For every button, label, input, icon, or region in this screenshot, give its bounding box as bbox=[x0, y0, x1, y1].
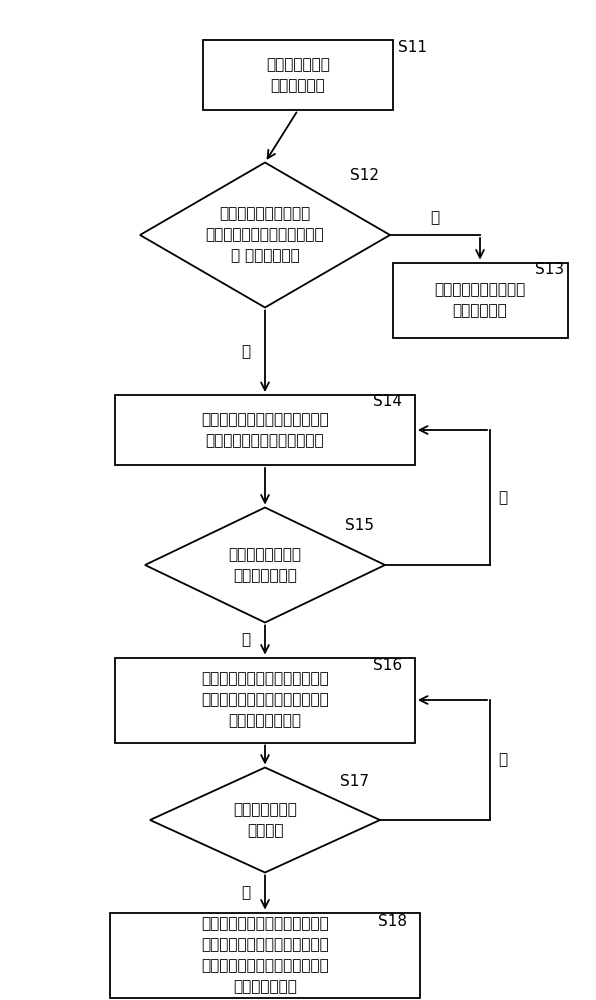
Text: S18: S18 bbox=[378, 914, 407, 930]
Text: 停止计时，从预支付的车位使用
费中扣除与停车时长对应的停车
费用，并将余款返还至用户用于
预支付的账户中: 停止计时，从预支付的车位使用 费中扣除与停车时长对应的停车 费用，并将余款返还至… bbox=[201, 916, 329, 994]
Text: S13: S13 bbox=[535, 262, 564, 277]
Text: 判断车位使用请求的时
间是否在车位主预先设定的车
位 可共享时段内: 判断车位使用请求的时 间是否在车位主预先设定的车 位 可共享时段内 bbox=[206, 207, 324, 263]
Text: S11: S11 bbox=[398, 39, 427, 54]
Text: 否: 否 bbox=[498, 752, 507, 768]
Polygon shape bbox=[145, 508, 385, 622]
Bar bbox=[393, 262, 567, 338]
Text: 向用户发送车位不可使
用的提示信息: 向用户发送车位不可使 用的提示信息 bbox=[434, 282, 526, 318]
Bar bbox=[115, 395, 415, 465]
Text: S12: S12 bbox=[350, 167, 379, 182]
Text: 是: 是 bbox=[241, 885, 250, 900]
Polygon shape bbox=[150, 768, 380, 872]
Text: 监控车位使用费的
预支付是否完成: 监控车位使用费的 预支付是否完成 bbox=[228, 547, 302, 583]
Polygon shape bbox=[140, 162, 390, 308]
Text: 向用户发送预付款提示，以提醒
用户进行车位使用费的预支付: 向用户发送预付款提示，以提醒 用户进行车位使用费的预支付 bbox=[201, 412, 329, 448]
Text: S17: S17 bbox=[340, 774, 369, 790]
Text: S15: S15 bbox=[345, 518, 374, 532]
Text: S16: S16 bbox=[373, 658, 402, 672]
Bar bbox=[203, 40, 393, 110]
Text: 接收来自用户的
车位使用请求: 接收来自用户的 车位使用请求 bbox=[266, 57, 330, 93]
Text: 否: 否 bbox=[430, 210, 440, 225]
Text: 向驱动模块发送开锁指示信号，
以通过驱动模块驱动挡臂放下，
同时开始停车计时: 向驱动模块发送开锁指示信号， 以通过驱动模块驱动挡臂放下， 同时开始停车计时 bbox=[201, 672, 329, 728]
Bar bbox=[115, 658, 415, 742]
Text: 判断车位上的车
是否驶离: 判断车位上的车 是否驶离 bbox=[233, 802, 297, 838]
Text: 是: 是 bbox=[241, 633, 250, 648]
Text: S14: S14 bbox=[373, 394, 402, 410]
Bar bbox=[110, 912, 420, 998]
Text: 是: 是 bbox=[241, 344, 250, 359]
Text: 否: 否 bbox=[498, 490, 507, 505]
